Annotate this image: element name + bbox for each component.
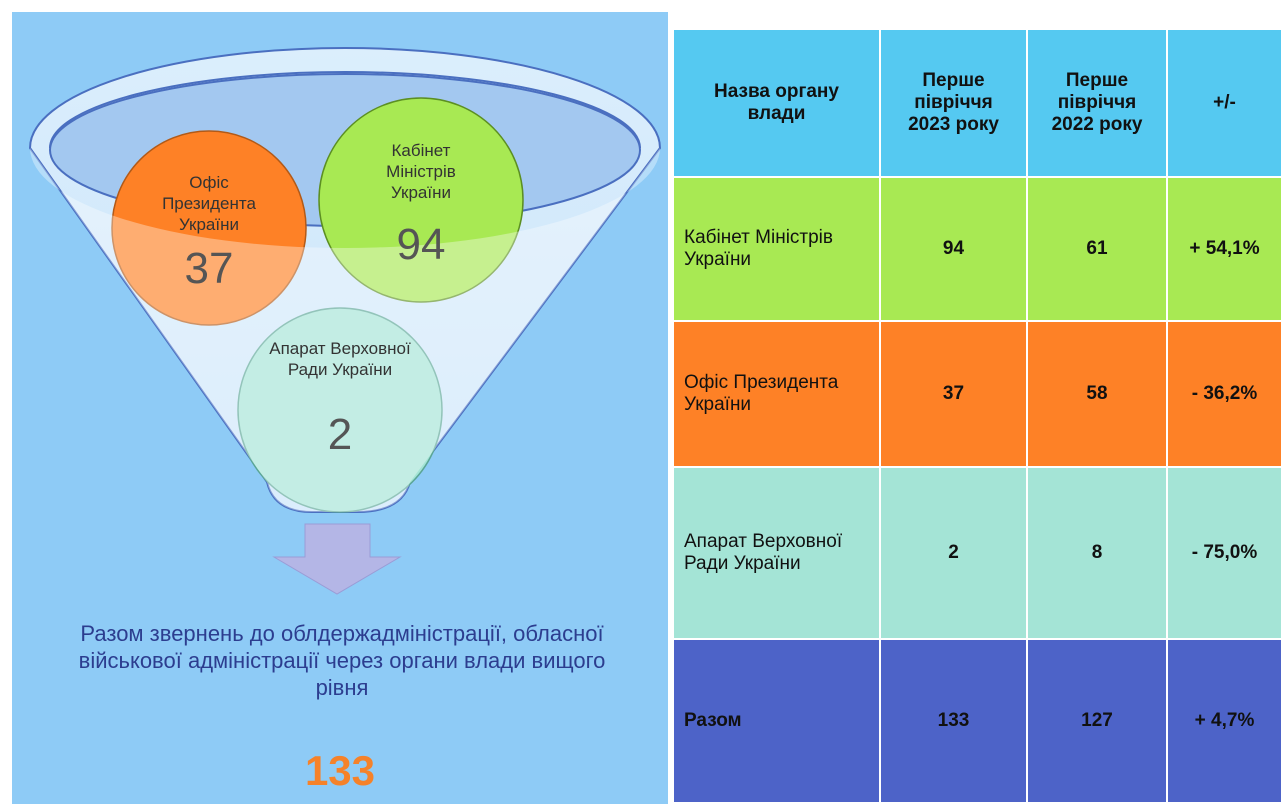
circle-value: 2 (267, 410, 413, 460)
total-caption: Разом звернень до облдержадміністрації, … (72, 620, 612, 701)
cell: - 36,2% (1167, 321, 1282, 467)
cell: 133 (880, 639, 1027, 803)
data-table: Назва органу влади Перше півріччя 2023 р… (672, 28, 1283, 804)
circle-value: 94 (356, 220, 486, 270)
body: {"funnel": {"items": [ {"label": "Офіс П… (0, 0, 1283, 804)
cell: - 75,0% (1167, 467, 1282, 639)
cell: 61 (1027, 177, 1167, 321)
header-row: Назва органу влади Перше півріччя 2023 р… (673, 29, 1282, 177)
header-cell: Назва органу влади (673, 29, 880, 177)
row-name: Апарат Верховної Ради України (673, 467, 880, 639)
circle-label: Апарат Верховної Ради України (267, 338, 413, 380)
cell: + 4,7% (1167, 639, 1282, 803)
cell: 127 (1027, 639, 1167, 803)
cell: 2 (880, 467, 1027, 639)
row-name: Офіс Президента України (673, 321, 880, 467)
funnel-panel: Офіс Президента України 37 Кабінет Мініс… (12, 12, 668, 804)
cell: 37 (880, 321, 1027, 467)
down-arrow (274, 524, 400, 594)
header-cell: Перше півріччя 2022 року (1027, 29, 1167, 177)
header-cell: +/- (1167, 29, 1282, 177)
cell: 8 (1027, 467, 1167, 639)
cell: 94 (880, 177, 1027, 321)
row-name: Кабінет Міністрів України (673, 177, 880, 321)
circle-label: Офіс Президента України (142, 172, 276, 235)
circle-label: Кабінет Міністрів України (356, 140, 486, 203)
page: Infographic html, body { margin: 0; padd… (0, 0, 1283, 804)
total-value: 133 (12, 747, 668, 795)
cell: + 54,1% (1167, 177, 1282, 321)
row-name: Разом (673, 639, 880, 803)
circle-value: 37 (142, 244, 276, 294)
cell: 58 (1027, 321, 1167, 467)
header-cell: Перше півріччя 2023 року (880, 29, 1027, 177)
